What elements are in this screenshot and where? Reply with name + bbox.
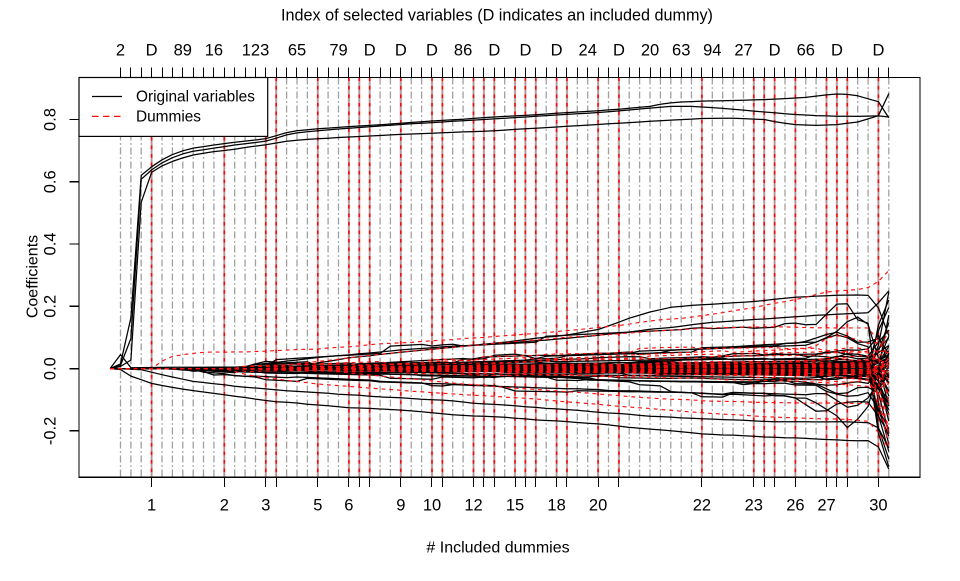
svg-text:D: D bbox=[831, 42, 843, 60]
svg-text:123: 123 bbox=[242, 42, 270, 60]
svg-text:9: 9 bbox=[396, 497, 405, 515]
svg-text:18: 18 bbox=[547, 497, 565, 515]
svg-text:-0.2: -0.2 bbox=[42, 417, 60, 445]
svg-text:D: D bbox=[395, 42, 407, 60]
svg-text:0.6: 0.6 bbox=[42, 170, 60, 193]
svg-text:D: D bbox=[519, 42, 531, 60]
svg-text:D: D bbox=[426, 42, 438, 60]
svg-text:5: 5 bbox=[313, 497, 322, 515]
svg-text:22: 22 bbox=[693, 497, 711, 515]
svg-text:0.8: 0.8 bbox=[42, 108, 60, 131]
svg-text:Coefficients: Coefficients bbox=[25, 235, 42, 318]
svg-text:D: D bbox=[613, 42, 625, 60]
svg-text:1: 1 bbox=[147, 497, 156, 515]
svg-text:27: 27 bbox=[817, 497, 835, 515]
svg-text:15: 15 bbox=[506, 497, 524, 515]
svg-text:Dummies: Dummies bbox=[136, 109, 201, 126]
svg-text:6: 6 bbox=[344, 497, 353, 515]
svg-text:Index of selected variables (D: Index of selected variables (D indicates… bbox=[281, 7, 713, 25]
svg-text:20: 20 bbox=[589, 497, 607, 515]
svg-text:0.4: 0.4 bbox=[42, 233, 60, 256]
svg-text:3: 3 bbox=[261, 497, 270, 515]
svg-text:12: 12 bbox=[464, 497, 482, 515]
svg-text:79: 79 bbox=[329, 42, 347, 60]
svg-text:94: 94 bbox=[703, 42, 721, 60]
svg-text:0.0: 0.0 bbox=[42, 357, 60, 380]
svg-text:86: 86 bbox=[454, 42, 472, 60]
svg-text:30: 30 bbox=[869, 497, 887, 515]
svg-text:66: 66 bbox=[797, 42, 815, 60]
svg-text:2: 2 bbox=[220, 497, 229, 515]
svg-text:D: D bbox=[872, 42, 884, 60]
svg-text:D: D bbox=[364, 42, 376, 60]
svg-text:63: 63 bbox=[672, 42, 690, 60]
svg-text:89: 89 bbox=[174, 42, 192, 60]
svg-text:27: 27 bbox=[734, 42, 752, 60]
svg-text:# Included dummies: # Included dummies bbox=[426, 540, 569, 557]
svg-text:10: 10 bbox=[423, 497, 441, 515]
svg-text:Original variables: Original variables bbox=[136, 89, 255, 106]
svg-text:2: 2 bbox=[116, 42, 125, 60]
svg-text:24: 24 bbox=[579, 42, 597, 60]
svg-text:D: D bbox=[488, 42, 500, 60]
svg-text:23: 23 bbox=[745, 497, 763, 515]
svg-text:65: 65 bbox=[288, 42, 306, 60]
svg-text:16: 16 bbox=[205, 42, 223, 60]
svg-text:D: D bbox=[551, 42, 563, 60]
svg-text:0.2: 0.2 bbox=[42, 295, 60, 318]
svg-text:D: D bbox=[146, 42, 158, 60]
svg-text:20: 20 bbox=[641, 42, 659, 60]
svg-text:26: 26 bbox=[786, 497, 804, 515]
svg-text:D: D bbox=[769, 42, 781, 60]
